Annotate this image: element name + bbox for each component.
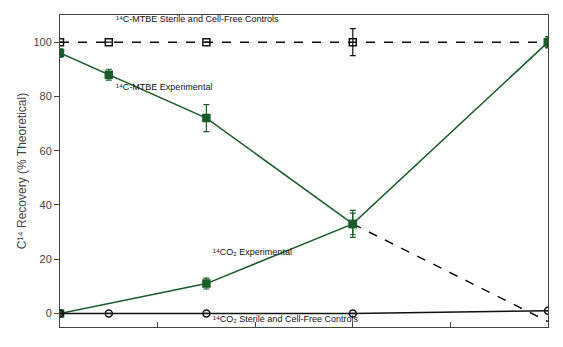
svg-text:100: 100 xyxy=(33,36,51,48)
svg-text:40: 40 xyxy=(40,199,52,211)
svg-text:20: 20 xyxy=(40,253,52,265)
svg-text:80: 80 xyxy=(40,90,52,102)
svg-text:C¹⁴ Recovery (% Theoretical): C¹⁴ Recovery (% Theoretical) xyxy=(15,93,29,249)
svg-text:0: 0 xyxy=(46,307,52,319)
svg-text:¹⁴CO₂ Experimental: ¹⁴CO₂ Experimental xyxy=(213,247,292,257)
svg-text:¹⁴C-MTBE Sterile and Cell-Free: ¹⁴C-MTBE Sterile and Cell-Free Controls xyxy=(116,14,279,24)
svg-text:¹⁴C-MTBE Experimental: ¹⁴C-MTBE Experimental xyxy=(116,82,212,92)
svg-text:¹⁴CO₂ Sterile and Cell-Free Co: ¹⁴CO₂ Sterile and Cell-Free Controls xyxy=(213,314,358,324)
svg-text:60: 60 xyxy=(40,145,52,157)
